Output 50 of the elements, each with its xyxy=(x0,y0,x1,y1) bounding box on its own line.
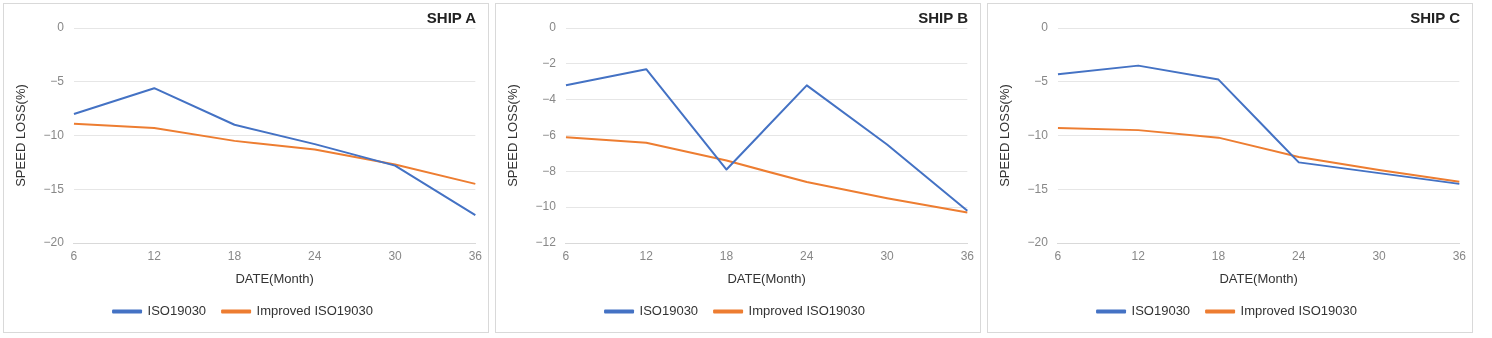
y-tick-label: −10 xyxy=(43,127,65,142)
x-axis-title: DATE(Month) xyxy=(1219,270,1298,286)
y-tick-label: −10 xyxy=(1027,127,1049,142)
y-tick-label: −20 xyxy=(43,235,65,250)
y-tick-label: 0 xyxy=(549,20,557,35)
x-tick-label: 6 xyxy=(1054,248,1062,263)
y-tick-label: −20 xyxy=(1027,235,1049,250)
y-tick-label: −6 xyxy=(542,127,557,142)
x-tick-label: 24 xyxy=(1292,248,1306,263)
x-tick-label: 36 xyxy=(960,248,975,263)
x-tick-label: 30 xyxy=(880,248,895,263)
y-tick-label: −10 xyxy=(535,199,557,214)
y-tick-label: −12 xyxy=(535,235,557,250)
x-tick-label: 12 xyxy=(147,248,162,263)
y-tick-label: −5 xyxy=(1034,74,1049,89)
legend-label: ISO19030 xyxy=(639,303,699,319)
chart-title: SHIP B xyxy=(918,9,969,27)
x-tick-label: 30 xyxy=(388,248,403,263)
x-axis-title: DATE(Month) xyxy=(235,270,314,286)
legend-label: Improved ISO19030 xyxy=(1240,303,1357,319)
x-tick-label: 6 xyxy=(70,248,78,263)
y-tick-label: −15 xyxy=(43,181,65,196)
legend-label: Improved ISO19030 xyxy=(256,303,373,319)
y-tick-label: 0 xyxy=(57,20,65,35)
y-tick-label: −2 xyxy=(542,56,557,71)
x-tick-label: 36 xyxy=(1452,248,1467,263)
legend-label: ISO19030 xyxy=(1131,303,1191,319)
x-tick-label: 30 xyxy=(1372,248,1387,263)
y-tick-label: −4 xyxy=(542,91,557,106)
legend-label: ISO19030 xyxy=(147,303,207,319)
x-tick-label: 6 xyxy=(562,248,570,263)
x-tick-label: 18 xyxy=(1211,248,1226,263)
y-tick-label: −8 xyxy=(542,163,557,178)
y-tick-label: 0 xyxy=(1041,20,1049,35)
y-axis-title: SPEED LOSS(%) xyxy=(997,84,1013,187)
y-axis-title: SPEED LOSS(%) xyxy=(13,84,29,187)
x-tick-label: 36 xyxy=(468,248,483,263)
x-axis-title: DATE(Month) xyxy=(727,270,806,286)
x-tick-label: 18 xyxy=(719,248,734,263)
x-tick-label: 24 xyxy=(308,248,322,263)
y-tick-label: −5 xyxy=(50,74,65,89)
x-tick-label: 24 xyxy=(800,248,814,263)
y-axis-title: SPEED LOSS(%) xyxy=(505,84,521,187)
chart-title: SHIP C xyxy=(1410,9,1461,27)
y-tick-label: −15 xyxy=(1027,181,1049,196)
chart-title: SHIP A xyxy=(426,9,477,27)
x-tick-label: 12 xyxy=(1131,248,1146,263)
x-tick-label: 12 xyxy=(639,248,654,263)
legend-label: Improved ISO19030 xyxy=(748,303,865,319)
x-tick-label: 18 xyxy=(227,248,242,263)
